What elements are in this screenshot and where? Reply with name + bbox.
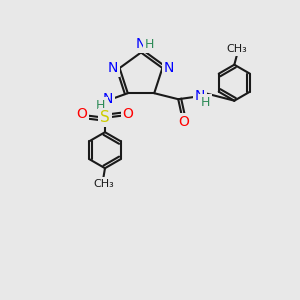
Text: CH₃: CH₃ xyxy=(226,44,247,54)
Text: H: H xyxy=(200,96,210,109)
Text: N: N xyxy=(136,37,146,51)
Text: S: S xyxy=(100,110,110,125)
Text: O: O xyxy=(76,107,87,121)
Text: O: O xyxy=(123,107,134,121)
Text: N: N xyxy=(195,89,205,103)
Text: N: N xyxy=(102,92,112,106)
Text: N: N xyxy=(108,61,118,75)
Text: N: N xyxy=(164,61,174,75)
Text: CH₃: CH₃ xyxy=(93,179,114,189)
Text: H: H xyxy=(145,38,154,51)
Text: H: H xyxy=(96,99,106,112)
Text: O: O xyxy=(178,115,189,129)
